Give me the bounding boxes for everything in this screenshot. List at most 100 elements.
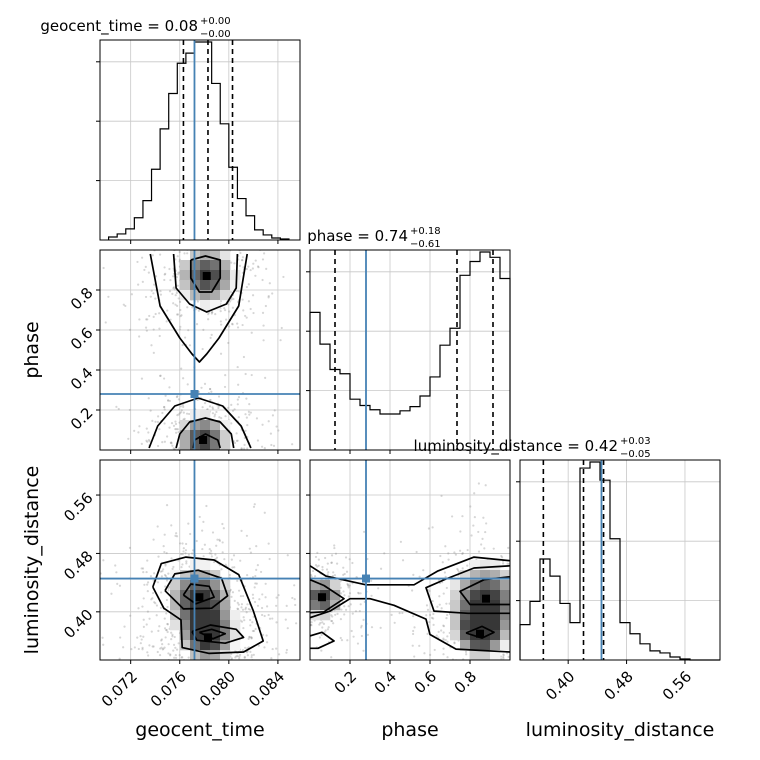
- sample-point: [210, 223, 212, 225]
- sample-point: [288, 521, 290, 523]
- sample-point: [345, 570, 349, 573]
- sample-point: [527, 620, 529, 622]
- sample-point: [292, 593, 294, 595]
- sample-point: [515, 644, 517, 646]
- sample-point: [265, 267, 268, 270]
- sample-point: [202, 486, 204, 488]
- sample-point: [207, 660, 209, 662]
- scatter-panel-phase-vs-luminosity-distance: [288, 459, 559, 681]
- sample-point: [168, 399, 172, 403]
- x-tick-label: 0.2: [331, 668, 361, 698]
- sample-point: [265, 605, 269, 608]
- sample-point: [181, 703, 183, 705]
- contour-line: [199, 628, 227, 640]
- sample-point: [163, 183, 165, 185]
- density-cell: [180, 420, 191, 431]
- sample-point: [215, 544, 218, 547]
- sample-point: [301, 584, 303, 586]
- sample-point: [282, 275, 285, 279]
- x-tick-label: 0.080: [196, 668, 239, 711]
- sample-point: [175, 535, 179, 538]
- sample-point: [207, 313, 210, 316]
- sample-point: [513, 649, 515, 651]
- contour-line: [191, 624, 245, 645]
- sample-point: [399, 540, 402, 543]
- sample-point: [159, 662, 161, 664]
- sample-point: [233, 452, 235, 454]
- sample-point: [539, 629, 541, 631]
- sample-point: [145, 439, 148, 442]
- sample-point: [227, 457, 229, 459]
- sample-point: [351, 612, 354, 615]
- sample-point: [207, 662, 209, 664]
- sample-point: [145, 623, 148, 626]
- sample-point: [158, 253, 162, 256]
- sample-point: [169, 441, 172, 445]
- sample-point: [307, 589, 309, 591]
- sample-point: [145, 206, 147, 208]
- sample-point: [230, 261, 233, 264]
- sample-point: [245, 416, 248, 419]
- sample-point: [261, 593, 264, 596]
- sample-point: [190, 455, 192, 457]
- sample-point: [140, 638, 143, 641]
- density-cell: [220, 430, 231, 441]
- sample-point: [203, 233, 205, 235]
- sample-point: [152, 645, 155, 648]
- sample-point: [214, 557, 217, 561]
- sample-point: [190, 668, 192, 670]
- sample-point: [431, 526, 434, 529]
- sample-point: [204, 683, 206, 685]
- sample-point: [241, 608, 245, 611]
- sample-point: [317, 558, 320, 561]
- sample-point: [245, 316, 248, 319]
- sample-point: [539, 676, 541, 678]
- sample-point: [132, 473, 134, 475]
- sample-point: [129, 614, 132, 617]
- sample-point: [237, 608, 240, 611]
- sample-point: [184, 549, 188, 552]
- sample-point: [446, 613, 449, 617]
- sample-point: [457, 670, 459, 672]
- sample-point: [275, 596, 278, 599]
- sample-point: [521, 548, 523, 550]
- sample-point: [446, 635, 449, 638]
- sample-point: [206, 479, 208, 481]
- sample-point: [233, 512, 235, 514]
- sample-point: [115, 405, 118, 408]
- sample-point: [521, 638, 523, 640]
- sample-point: [243, 232, 245, 234]
- sample-point: [520, 619, 522, 621]
- sample-point: [235, 432, 238, 435]
- density-cell: [480, 560, 491, 571]
- sample-point: [203, 246, 205, 248]
- sample-point: [255, 417, 259, 420]
- sample-point: [535, 573, 537, 575]
- sample-point: [526, 679, 528, 681]
- sample-point: [264, 304, 267, 308]
- sample-point: [248, 547, 251, 550]
- sample-point: [254, 213, 256, 215]
- sample-point: [154, 312, 157, 316]
- sample-point: [473, 492, 476, 495]
- sample-point: [330, 561, 333, 564]
- density-cell: [490, 570, 501, 581]
- sample-point: [552, 635, 554, 637]
- sample-point: [377, 587, 380, 590]
- sample-point: [166, 435, 169, 438]
- sample-point: [133, 429, 136, 432]
- sample-point: [228, 325, 231, 328]
- sample-point: [247, 283, 250, 286]
- sample-point: [208, 552, 211, 555]
- sample-point: [517, 642, 519, 644]
- density-cell: [450, 600, 461, 611]
- sample-point: [340, 608, 343, 611]
- sample-point: [332, 622, 335, 625]
- panel-content: [100, 183, 300, 514]
- sample-point: [173, 472, 175, 474]
- sample-point: [225, 481, 227, 483]
- sample-point: [174, 422, 178, 426]
- sample-point: [557, 624, 559, 626]
- sample-point: [440, 629, 443, 632]
- sample-point: [211, 406, 214, 409]
